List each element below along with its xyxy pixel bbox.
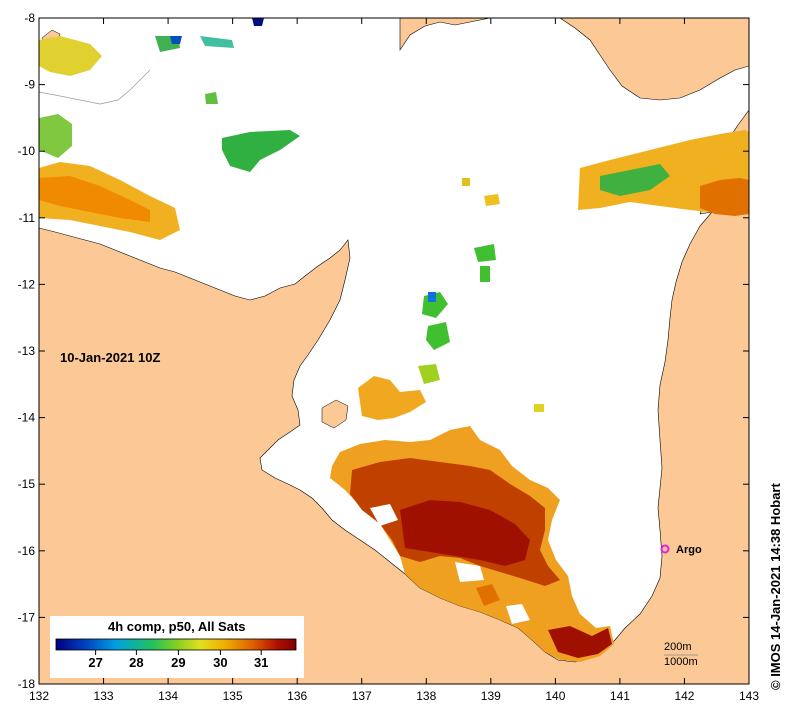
credit-text: © IMOS 14-Jan-2021 14:38 Hobart <box>768 483 783 690</box>
colorbar-tick-label: 31 <box>254 655 268 670</box>
y-tick-label: -17 <box>18 610 36 624</box>
y-tick-label: -18 <box>18 677 36 691</box>
colorbar-tick-label: 29 <box>171 655 185 670</box>
y-tick-label: -8 <box>24 11 35 25</box>
x-tick-label: 140 <box>545 689 565 703</box>
x-tick-label: 139 <box>481 689 501 703</box>
depth-contour-label-1000m: 1000m <box>664 656 698 668</box>
land-northern-territory <box>39 193 749 684</box>
y-tick-label: -16 <box>18 544 36 558</box>
x-tick-label: 143 <box>739 689 759 703</box>
colorbar <box>55 638 297 651</box>
y-tick-label: -10 <box>18 144 36 158</box>
argo-label: Argo <box>676 544 702 556</box>
x-tick-label: 132 <box>29 689 49 703</box>
x-tick-label: 135 <box>223 689 243 703</box>
y-tick-label: -14 <box>18 411 36 425</box>
x-axis: 132 133 134 135 136 137 138 139 140 141 142 143 <box>29 18 759 703</box>
depth-contour-line <box>39 69 151 105</box>
y-tick-label: -13 <box>18 344 36 358</box>
colorbar-title: 4h comp, p50, All Sats <box>108 619 246 634</box>
x-tick-label: 137 <box>352 689 372 703</box>
x-tick-label: 141 <box>610 689 630 703</box>
colorbar-tick-label: 30 <box>213 655 227 670</box>
x-tick-label: 138 <box>416 689 436 703</box>
argo-float-marker[interactable] <box>660 544 670 554</box>
y-tick-label: -11 <box>19 211 36 225</box>
depth-contour-label-200m: 200m <box>664 641 692 653</box>
y-tick-label: -9 <box>24 78 35 92</box>
colorbar-tick-label: 27 <box>88 655 102 670</box>
colorbar-ticks: 27 28 29 30 31 <box>88 650 268 670</box>
y-tick-label: -12 <box>18 277 36 291</box>
x-tick-label: 136 <box>287 689 307 703</box>
x-tick-label: 142 <box>674 689 694 703</box>
x-tick-label: 134 <box>158 689 178 703</box>
date-label: 10-Jan-2021 10Z <box>60 350 161 365</box>
island-groote <box>321 399 349 429</box>
sst-data-layer <box>39 18 749 662</box>
y-axis: -8 -9 -10 -11 -12 -13 -14 -15 -16 -17 -18 <box>18 11 749 691</box>
x-tick-label: 133 <box>94 689 114 703</box>
colorbar-tick-label: 28 <box>129 655 143 670</box>
land-new-guinea <box>399 18 749 101</box>
y-tick-label: -15 <box>18 477 36 491</box>
